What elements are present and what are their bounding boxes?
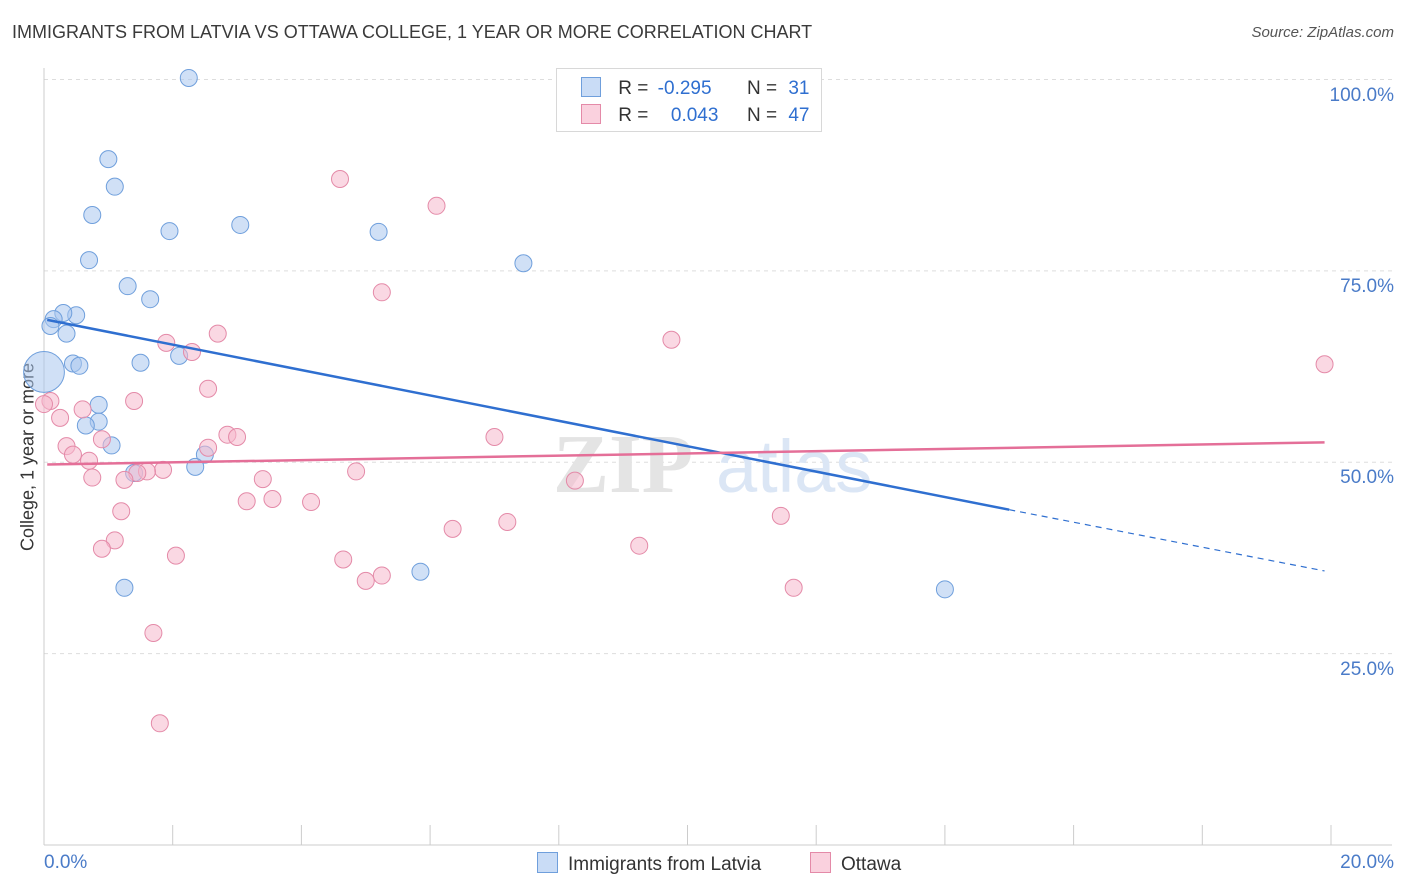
point-latvia — [131, 353, 150, 372]
point-latvia — [76, 416, 95, 435]
point-latvia — [57, 324, 76, 343]
point-latvia — [411, 562, 430, 581]
chart-title: IMMIGRANTS FROM LATVIA VS OTTAWA COLLEGE… — [12, 22, 813, 42]
legend-r-value-latvia: -0.295 — [657, 78, 712, 99]
point-ottawa — [427, 196, 446, 215]
bottom-legend-label-latvia: Immigrants from Latvia — [568, 854, 762, 875]
point-ottawa — [105, 531, 124, 550]
correlation-legend: R = -0.295 N = 31 R = 0.043 N = 47 — [556, 68, 822, 132]
legend-n-label: N = — [746, 78, 778, 99]
point-ottawa — [208, 324, 227, 343]
legend-row-latvia: R = -0.295 N = 31 — [581, 77, 809, 99]
point-ottawa — [253, 470, 272, 489]
point-latvia — [118, 277, 137, 296]
point-ottawa — [485, 427, 504, 446]
point-ottawa — [199, 438, 218, 457]
y-tick-label: 75.0% — [1340, 275, 1394, 297]
trendline-ottawa — [47, 441, 1325, 466]
point-ottawa — [51, 408, 70, 427]
point-ottawa — [166, 546, 185, 565]
legend-n-label: N = — [746, 105, 778, 126]
legend-swatch-latvia — [581, 77, 601, 97]
point-ottawa — [228, 427, 247, 446]
point-ottawa — [334, 550, 353, 569]
point-ottawa — [372, 283, 391, 302]
point-ottawa — [144, 623, 163, 642]
point-latvia — [935, 580, 954, 599]
trendline-latvia-extension — [1009, 509, 1325, 572]
point-latvia — [369, 222, 388, 241]
point-latvia — [105, 177, 124, 196]
point-ottawa — [115, 470, 134, 489]
bottom-legend-label-ottawa: Ottawa — [841, 854, 902, 875]
point-ottawa — [771, 506, 790, 525]
x-tick-label-min: 0.0% — [44, 852, 88, 873]
legend-swatch-ottawa — [581, 104, 601, 124]
y-tick-label: 100.0% — [1329, 84, 1394, 106]
point-ottawa — [154, 460, 173, 479]
legend-row-ottawa: R = 0.043 N = 47 — [581, 104, 809, 126]
point-ottawa — [443, 519, 462, 538]
point-ottawa — [565, 471, 584, 490]
legend-r-label: R = — [618, 78, 649, 99]
trendline-latvia — [46, 318, 1010, 511]
point-ottawa — [92, 430, 111, 449]
bottom-legend-swatch-latvia — [537, 852, 558, 873]
watermark-zip: ZIP — [553, 418, 693, 511]
point-latvia — [160, 222, 179, 241]
point-ottawa — [784, 578, 803, 597]
point-latvia — [115, 578, 134, 597]
y-tick-label: 25.0% — [1340, 658, 1394, 680]
point-latvia — [23, 351, 65, 393]
point-ottawa — [302, 493, 321, 512]
point-ottawa — [498, 512, 517, 531]
bottom-legend-ottawa: Ottawa — [810, 852, 901, 876]
point-ottawa — [347, 462, 366, 481]
point-ottawa — [263, 489, 282, 508]
point-ottawa — [112, 502, 131, 521]
legend-r-label: R = — [618, 105, 649, 126]
point-ottawa — [35, 395, 53, 414]
point-ottawa — [331, 170, 350, 189]
point-latvia — [80, 251, 99, 270]
point-ottawa — [662, 330, 681, 349]
point-ottawa — [372, 566, 391, 585]
point-latvia — [179, 68, 198, 87]
bottom-legend-swatch-ottawa — [810, 852, 831, 873]
point-ottawa — [630, 536, 649, 555]
y-tick-label: 50.0% — [1340, 467, 1394, 489]
point-latvia — [231, 215, 250, 234]
point-ottawa — [63, 445, 82, 464]
point-latvia — [70, 356, 89, 375]
point-ottawa — [83, 468, 102, 487]
legend-r-value-ottawa: 0.043 — [670, 105, 719, 126]
point-ottawa — [1315, 355, 1334, 374]
point-ottawa — [125, 392, 144, 411]
legend-n-value-latvia: 31 — [788, 78, 810, 99]
point-ottawa — [199, 379, 218, 398]
bottom-legend-latvia: Immigrants from Latvia — [537, 852, 761, 876]
point-latvia — [514, 254, 533, 273]
point-latvia — [83, 205, 102, 224]
point-latvia — [99, 150, 118, 169]
point-latvia — [89, 395, 108, 414]
point-latvia — [141, 290, 160, 309]
x-tick-label-max: 20.0% — [1340, 852, 1394, 873]
point-ottawa — [73, 400, 92, 419]
point-ottawa — [356, 571, 375, 590]
legend-n-value-ottawa: 47 — [788, 105, 810, 126]
point-ottawa — [92, 539, 111, 558]
point-ottawa — [150, 714, 169, 733]
point-ottawa — [237, 492, 256, 511]
chart-source: Source: ZipAtlas.com — [1251, 24, 1394, 41]
point-ottawa — [80, 451, 99, 470]
